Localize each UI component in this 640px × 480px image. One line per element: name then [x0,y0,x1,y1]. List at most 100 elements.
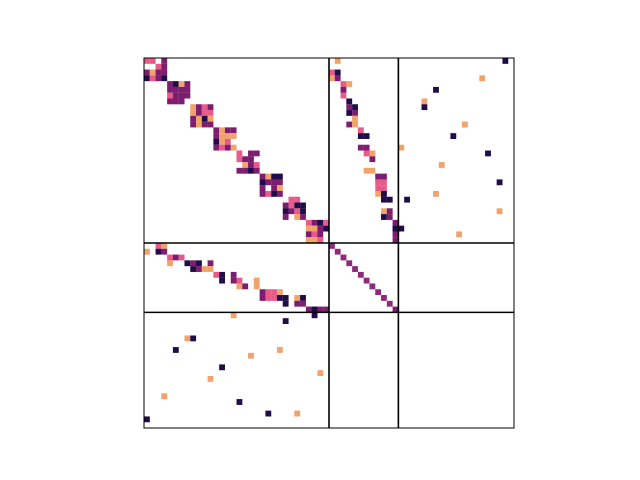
block-a-cell [208,104,214,110]
scatter-ca-cell [219,364,225,370]
coupling-ab-cell [341,87,347,93]
block-a-cell [184,93,190,99]
block-a-cell [317,220,323,226]
coupling-ab-cell [393,226,399,232]
block-a-cell [179,98,185,104]
scatter-ac-cell [404,197,410,203]
coupling-ab-cell [375,174,381,180]
coupling-ba-cell [190,266,196,272]
block-a-cell [306,226,312,232]
block-a-cell [219,145,225,151]
block-a-cell [225,139,231,145]
coupling-ba-cell [271,289,277,295]
block-a-cell [265,174,271,180]
block-a-cell [254,162,260,168]
block-a-cell [317,231,323,237]
block-a-cell [225,127,231,133]
coupling-ba-cell [294,301,300,307]
coupling-ab-cell [375,179,381,185]
block-a-cell [289,203,295,209]
block-a-cell [237,151,243,157]
coupling-ab-cell [358,145,364,151]
block-a-cell [312,220,318,226]
block-b-diagonal-cell [364,278,370,284]
block-a-cell [167,87,173,93]
block-a-cell [260,174,266,180]
block-a-cell [196,110,202,116]
coupling-ba-cell [156,249,162,255]
coupling-ab-cell [387,197,393,203]
coupling-ba-cell [167,255,173,261]
block-a-cell [179,87,185,93]
block-a-cell [173,81,179,87]
block-a-cell [289,197,295,203]
coupling-ab-cell [393,237,399,243]
block-a-cell [167,81,173,87]
block-b-diagonal-cell [341,255,347,261]
coupling-ab-cell [352,122,358,128]
block-a-cell [231,133,237,139]
coupling-ab-cell [381,214,387,220]
block-a-cell [173,98,179,104]
scatter-ac-cell [422,98,428,104]
coupling-ba-cell [283,301,289,307]
coupling-ab-cell [329,75,335,81]
scatter-ac-cell [422,104,428,110]
block-b-diagonal-cell [329,243,335,249]
coupling-ab-cell [335,75,341,81]
block-a-cell [208,116,214,122]
block-a-cell [323,220,329,226]
coupling-ba-cell [317,307,323,313]
scatter-ac-cell [462,122,468,128]
block-a-cell [277,191,283,197]
block-a-cell [283,208,289,214]
block-a-cell [283,214,289,220]
block-a-cell [179,81,185,87]
scatter-ac-cell [433,191,439,197]
scatter-ca-cell [283,318,289,324]
coupling-ba-cell [300,301,306,307]
coupling-ba-cell [254,278,260,284]
block-a-cell [179,93,185,99]
coupling-ab-cell [387,214,393,220]
coupling-ba-cell [173,255,179,261]
scatter-ac-cell [502,58,508,64]
scatter-ca-cell [190,336,196,342]
coupling-ba-cell [271,295,277,301]
block-a-cell [294,214,300,220]
block-a-cell [156,70,162,76]
scatter-ac-cell [398,145,404,151]
scatter-ac-cell [398,226,404,232]
coupling-ba-cell [213,272,219,278]
block-a-cell [277,185,283,191]
block-a-cell [265,179,271,185]
block-a-cell [323,226,329,232]
block-a-cell [277,179,283,185]
coupling-ba-cell [208,266,214,272]
coupling-ba-cell [190,260,196,266]
coupling-ba-cell [202,266,208,272]
coupling-ab-cell [375,185,381,191]
block-a-cell [213,145,219,151]
coupling-ba-cell [208,260,214,266]
coupling-ba-cell [265,295,271,301]
block-a-cell [196,116,202,122]
block-a-cell [237,168,243,174]
block-a-cell [202,104,208,110]
coupling-ab-cell [335,70,341,76]
coupling-ab-cell [358,133,364,139]
coupling-ab-cell [393,231,399,237]
scatter-ca-cell [208,376,214,382]
block-a-cell [173,93,179,99]
coupling-ab-cell [352,104,358,110]
coupling-ab-cell [335,58,341,64]
block-a-cell [150,70,156,76]
coupling-ba-cell [237,278,243,284]
coupling-ba-cell [156,243,162,249]
block-b-diagonal-cell [352,266,358,272]
coupling-ab-cell [381,179,387,185]
scatter-ac-cell [456,231,462,237]
block-a-cell [150,58,156,64]
block-a-cell [231,127,237,133]
coupling-ab-cell [346,122,352,128]
